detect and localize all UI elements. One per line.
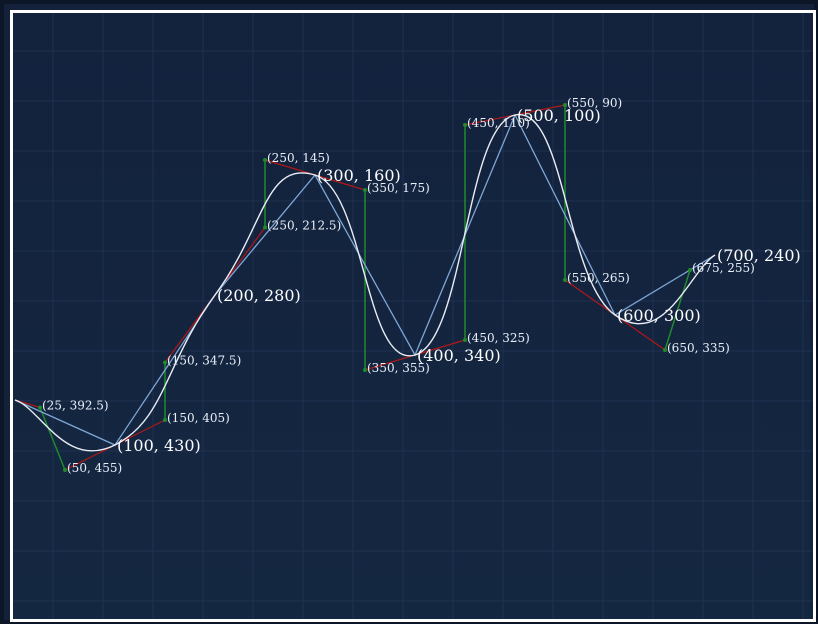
control-point bbox=[163, 418, 167, 422]
handle-line bbox=[664, 269, 691, 351]
control-point bbox=[63, 468, 67, 472]
anchor-label: (400, 340) bbox=[417, 346, 501, 365]
control-point-label: (550, 90) bbox=[567, 96, 622, 110]
control-point bbox=[363, 368, 367, 372]
control-point bbox=[688, 268, 692, 272]
smooth-curve bbox=[14, 114, 716, 452]
control-point bbox=[563, 278, 567, 282]
tangent-lines bbox=[14, 104, 666, 471]
handle-line bbox=[39, 407, 66, 471]
point-labels: (100, 430) (200, 280) (300, 160) (400, 340)… bbox=[42, 96, 801, 475]
anchor-label: (300, 160) bbox=[317, 166, 401, 185]
control-point-label: (650, 335) bbox=[667, 341, 730, 355]
control-point-label: (150, 405) bbox=[167, 411, 230, 425]
control-point-label: (675, 255) bbox=[692, 261, 755, 275]
curve-canvas: (100, 430) (200, 280) (300, 160) (400, 340)… bbox=[10, 10, 816, 622]
control-point-label: (50, 455) bbox=[67, 461, 122, 475]
control-point bbox=[563, 103, 567, 107]
control-point bbox=[463, 338, 467, 342]
control-point bbox=[163, 360, 167, 365]
control-point-label: (25, 392.5) bbox=[42, 399, 109, 413]
anchor-label: (500, 100) bbox=[517, 106, 601, 125]
anchor-polyline bbox=[14, 113, 716, 446]
anchor-label: (700, 240) bbox=[717, 246, 801, 265]
control-points bbox=[38, 103, 692, 472]
curve-diagram: (100, 430) (200, 280) (300, 160) (400, 340)… bbox=[13, 13, 813, 619]
control-point bbox=[263, 158, 267, 162]
control-point-label: (550, 265) bbox=[567, 271, 630, 285]
control-point-label: (150, 347.5) bbox=[167, 354, 241, 368]
anchor-label: (600, 300) bbox=[617, 306, 701, 325]
control-handle-lines bbox=[39, 105, 691, 471]
control-point bbox=[663, 348, 667, 352]
control-point-label: (450, 110) bbox=[467, 116, 530, 130]
control-point bbox=[463, 123, 467, 127]
control-point-label: (250, 212.5) bbox=[267, 219, 341, 233]
control-point bbox=[263, 225, 267, 230]
control-point-label: (350, 175) bbox=[367, 181, 430, 195]
control-point-label: (450, 325) bbox=[467, 331, 530, 345]
anchor-label: (100, 430) bbox=[117, 436, 201, 455]
control-point bbox=[38, 405, 42, 410]
control-point-label: (350, 355) bbox=[367, 361, 430, 375]
anchor-label: (200, 280) bbox=[217, 286, 301, 305]
control-point-label: (250, 145) bbox=[267, 151, 330, 165]
control-point bbox=[363, 188, 367, 192]
